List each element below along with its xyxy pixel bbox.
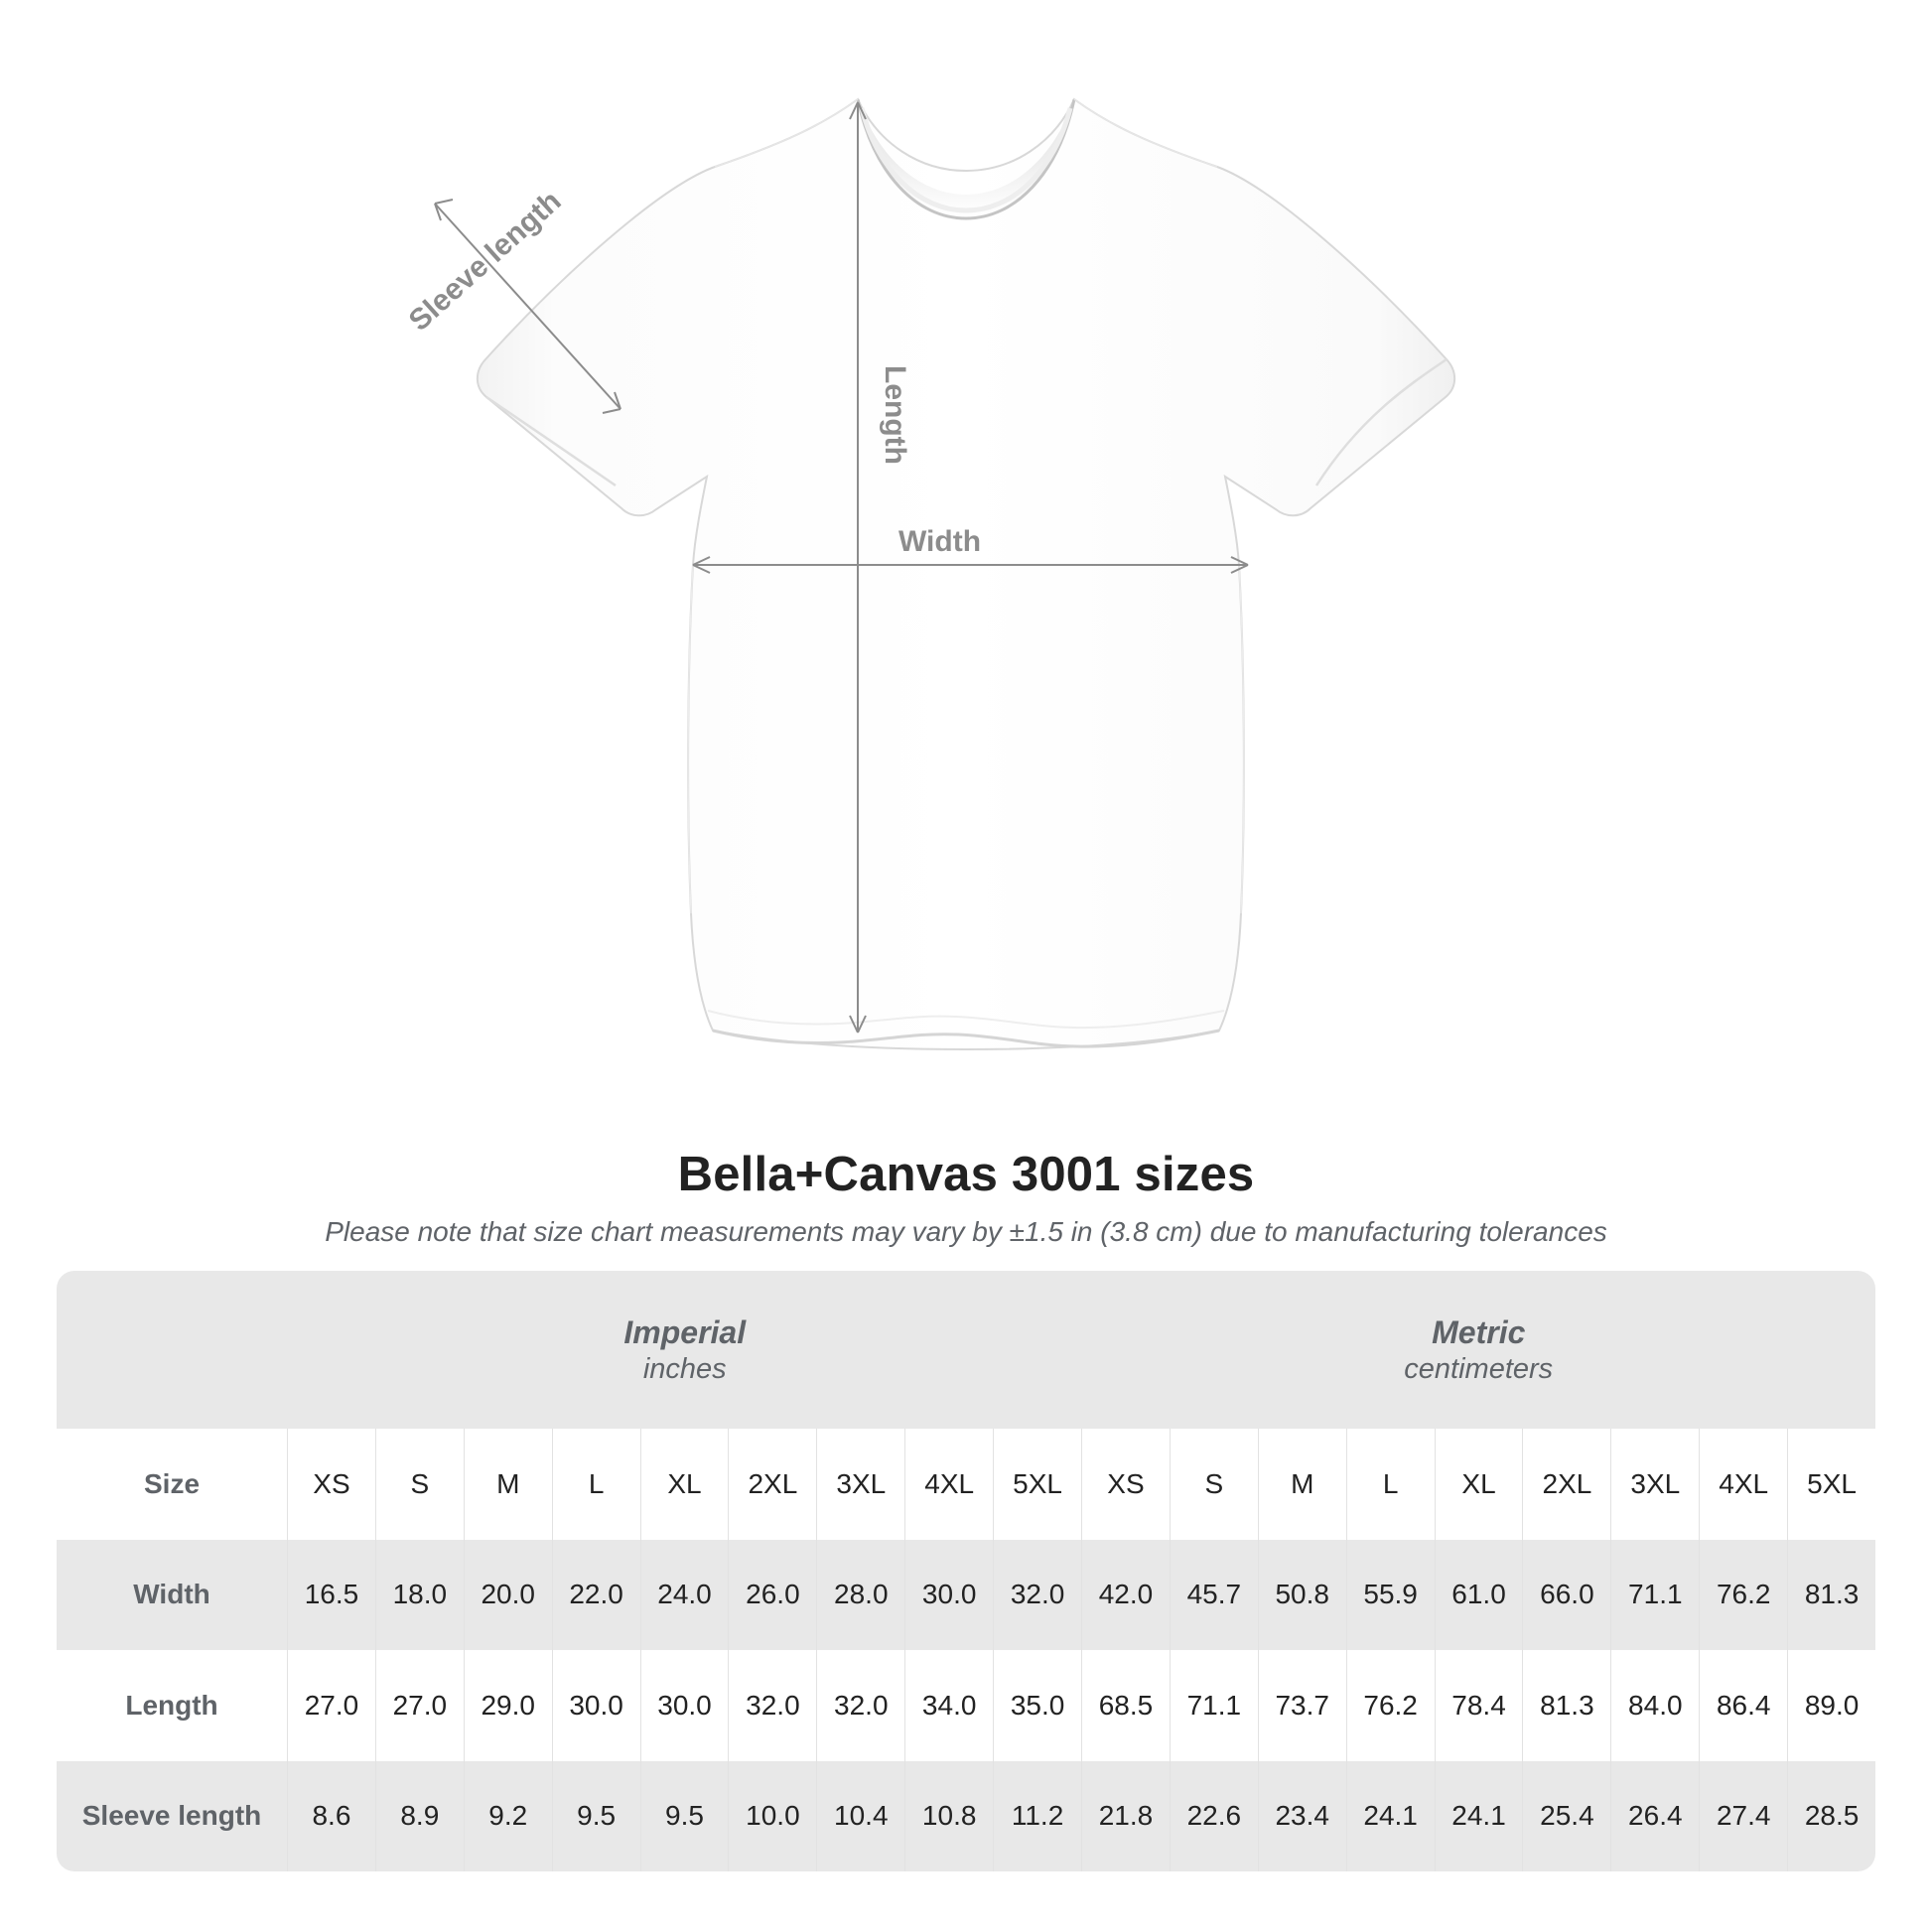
svg-text:Length: Length [879,365,911,465]
svg-text:Width: Width [898,525,981,558]
